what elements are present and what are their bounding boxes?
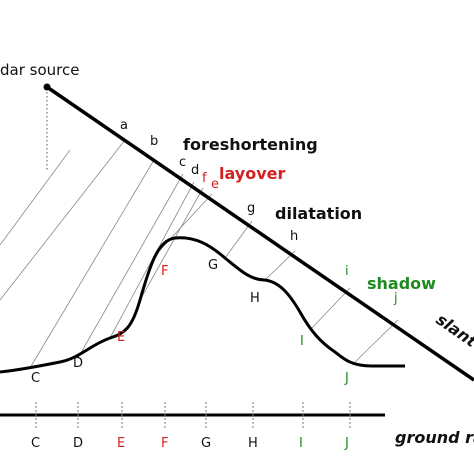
slant-point: j bbox=[393, 291, 398, 306]
slant-range-line bbox=[46, 85, 474, 382]
region-label: layover bbox=[219, 164, 285, 183]
slant-point: c bbox=[179, 155, 186, 170]
ground-point: E bbox=[117, 436, 125, 451]
slant-point: d bbox=[191, 163, 199, 178]
hatch bbox=[0, 139, 126, 301]
ground-ticks bbox=[35, 402, 351, 428]
ground-point: H bbox=[248, 436, 258, 451]
slant-point: i bbox=[345, 264, 349, 279]
radar-source bbox=[43, 83, 51, 91]
ground-point: I bbox=[299, 436, 303, 451]
slant-point: a bbox=[120, 118, 128, 133]
ground-label: ground ra bbox=[395, 428, 474, 447]
hatch bbox=[354, 319, 399, 363]
terrain-point: J bbox=[344, 371, 349, 386]
terrain-point: H bbox=[250, 291, 260, 306]
terrain-point: I bbox=[300, 334, 304, 349]
hatch bbox=[139, 187, 204, 301]
terrain-point: D bbox=[73, 356, 83, 371]
ground-point: J bbox=[344, 436, 349, 451]
region-label: dilatation bbox=[275, 204, 362, 223]
hatch bbox=[224, 220, 253, 259]
slant-point: f bbox=[202, 171, 207, 186]
terrain-point: G bbox=[208, 258, 218, 273]
hatch bbox=[29, 159, 155, 369]
hatch bbox=[77, 173, 184, 359]
slant-point: b bbox=[150, 134, 158, 149]
terrain bbox=[0, 236, 405, 374]
terrain-point: F bbox=[161, 264, 168, 279]
slant-point: h bbox=[290, 229, 298, 244]
terrain-point: E bbox=[117, 330, 125, 345]
slant-point: e bbox=[211, 177, 219, 192]
region-label: shadow bbox=[367, 274, 436, 293]
hatch bbox=[309, 287, 351, 331]
terrain-point: C bbox=[31, 371, 40, 386]
ground-point: F bbox=[161, 436, 168, 451]
ground-point: C bbox=[31, 436, 40, 451]
slant-point: g bbox=[247, 201, 255, 216]
source-label: dar source bbox=[0, 61, 79, 79]
hatch bbox=[0, 149, 71, 246]
region-label: foreshortening bbox=[183, 135, 318, 154]
ground-point: D bbox=[73, 436, 83, 451]
ground-point: G bbox=[201, 436, 211, 451]
